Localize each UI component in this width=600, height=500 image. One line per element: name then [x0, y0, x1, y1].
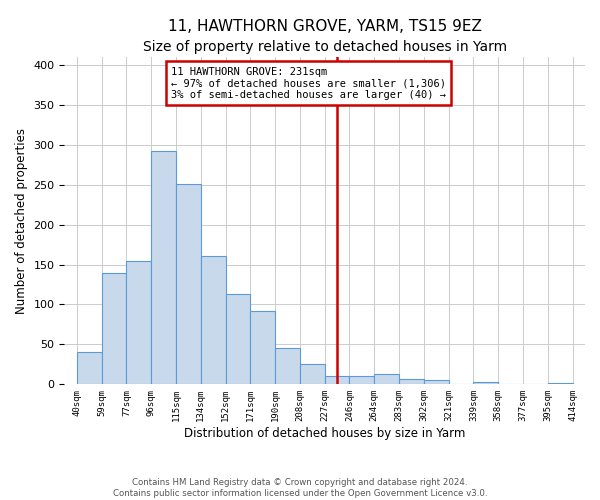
X-axis label: Distribution of detached houses by size in Yarm: Distribution of detached houses by size … — [184, 427, 466, 440]
Bar — [127, 260, 151, 384]
Bar — [250, 311, 275, 384]
Bar — [424, 380, 449, 384]
Bar — [374, 374, 399, 384]
Bar — [349, 376, 374, 384]
Text: Contains HM Land Registry data © Crown copyright and database right 2024.
Contai: Contains HM Land Registry data © Crown c… — [113, 478, 487, 498]
Bar — [325, 376, 349, 384]
Y-axis label: Number of detached properties: Number of detached properties — [15, 128, 28, 314]
Bar — [473, 382, 498, 384]
Bar — [77, 352, 101, 384]
Bar — [275, 348, 300, 385]
Text: 11, HAWTHORN GROVE, YARM, TS15 9EZ: 11, HAWTHORN GROVE, YARM, TS15 9EZ — [168, 19, 482, 34]
Bar — [399, 378, 424, 384]
Bar — [101, 274, 127, 384]
Text: 11 HAWTHORN GROVE: 231sqm
← 97% of detached houses are smaller (1,306)
3% of sem: 11 HAWTHORN GROVE: 231sqm ← 97% of detac… — [171, 66, 446, 100]
Bar — [548, 382, 572, 384]
Bar — [300, 364, 325, 384]
Title: Size of property relative to detached houses in Yarm: Size of property relative to detached ho… — [143, 40, 507, 54]
Bar — [176, 184, 201, 384]
Bar — [201, 256, 226, 384]
Bar — [151, 151, 176, 384]
Bar — [226, 294, 250, 384]
